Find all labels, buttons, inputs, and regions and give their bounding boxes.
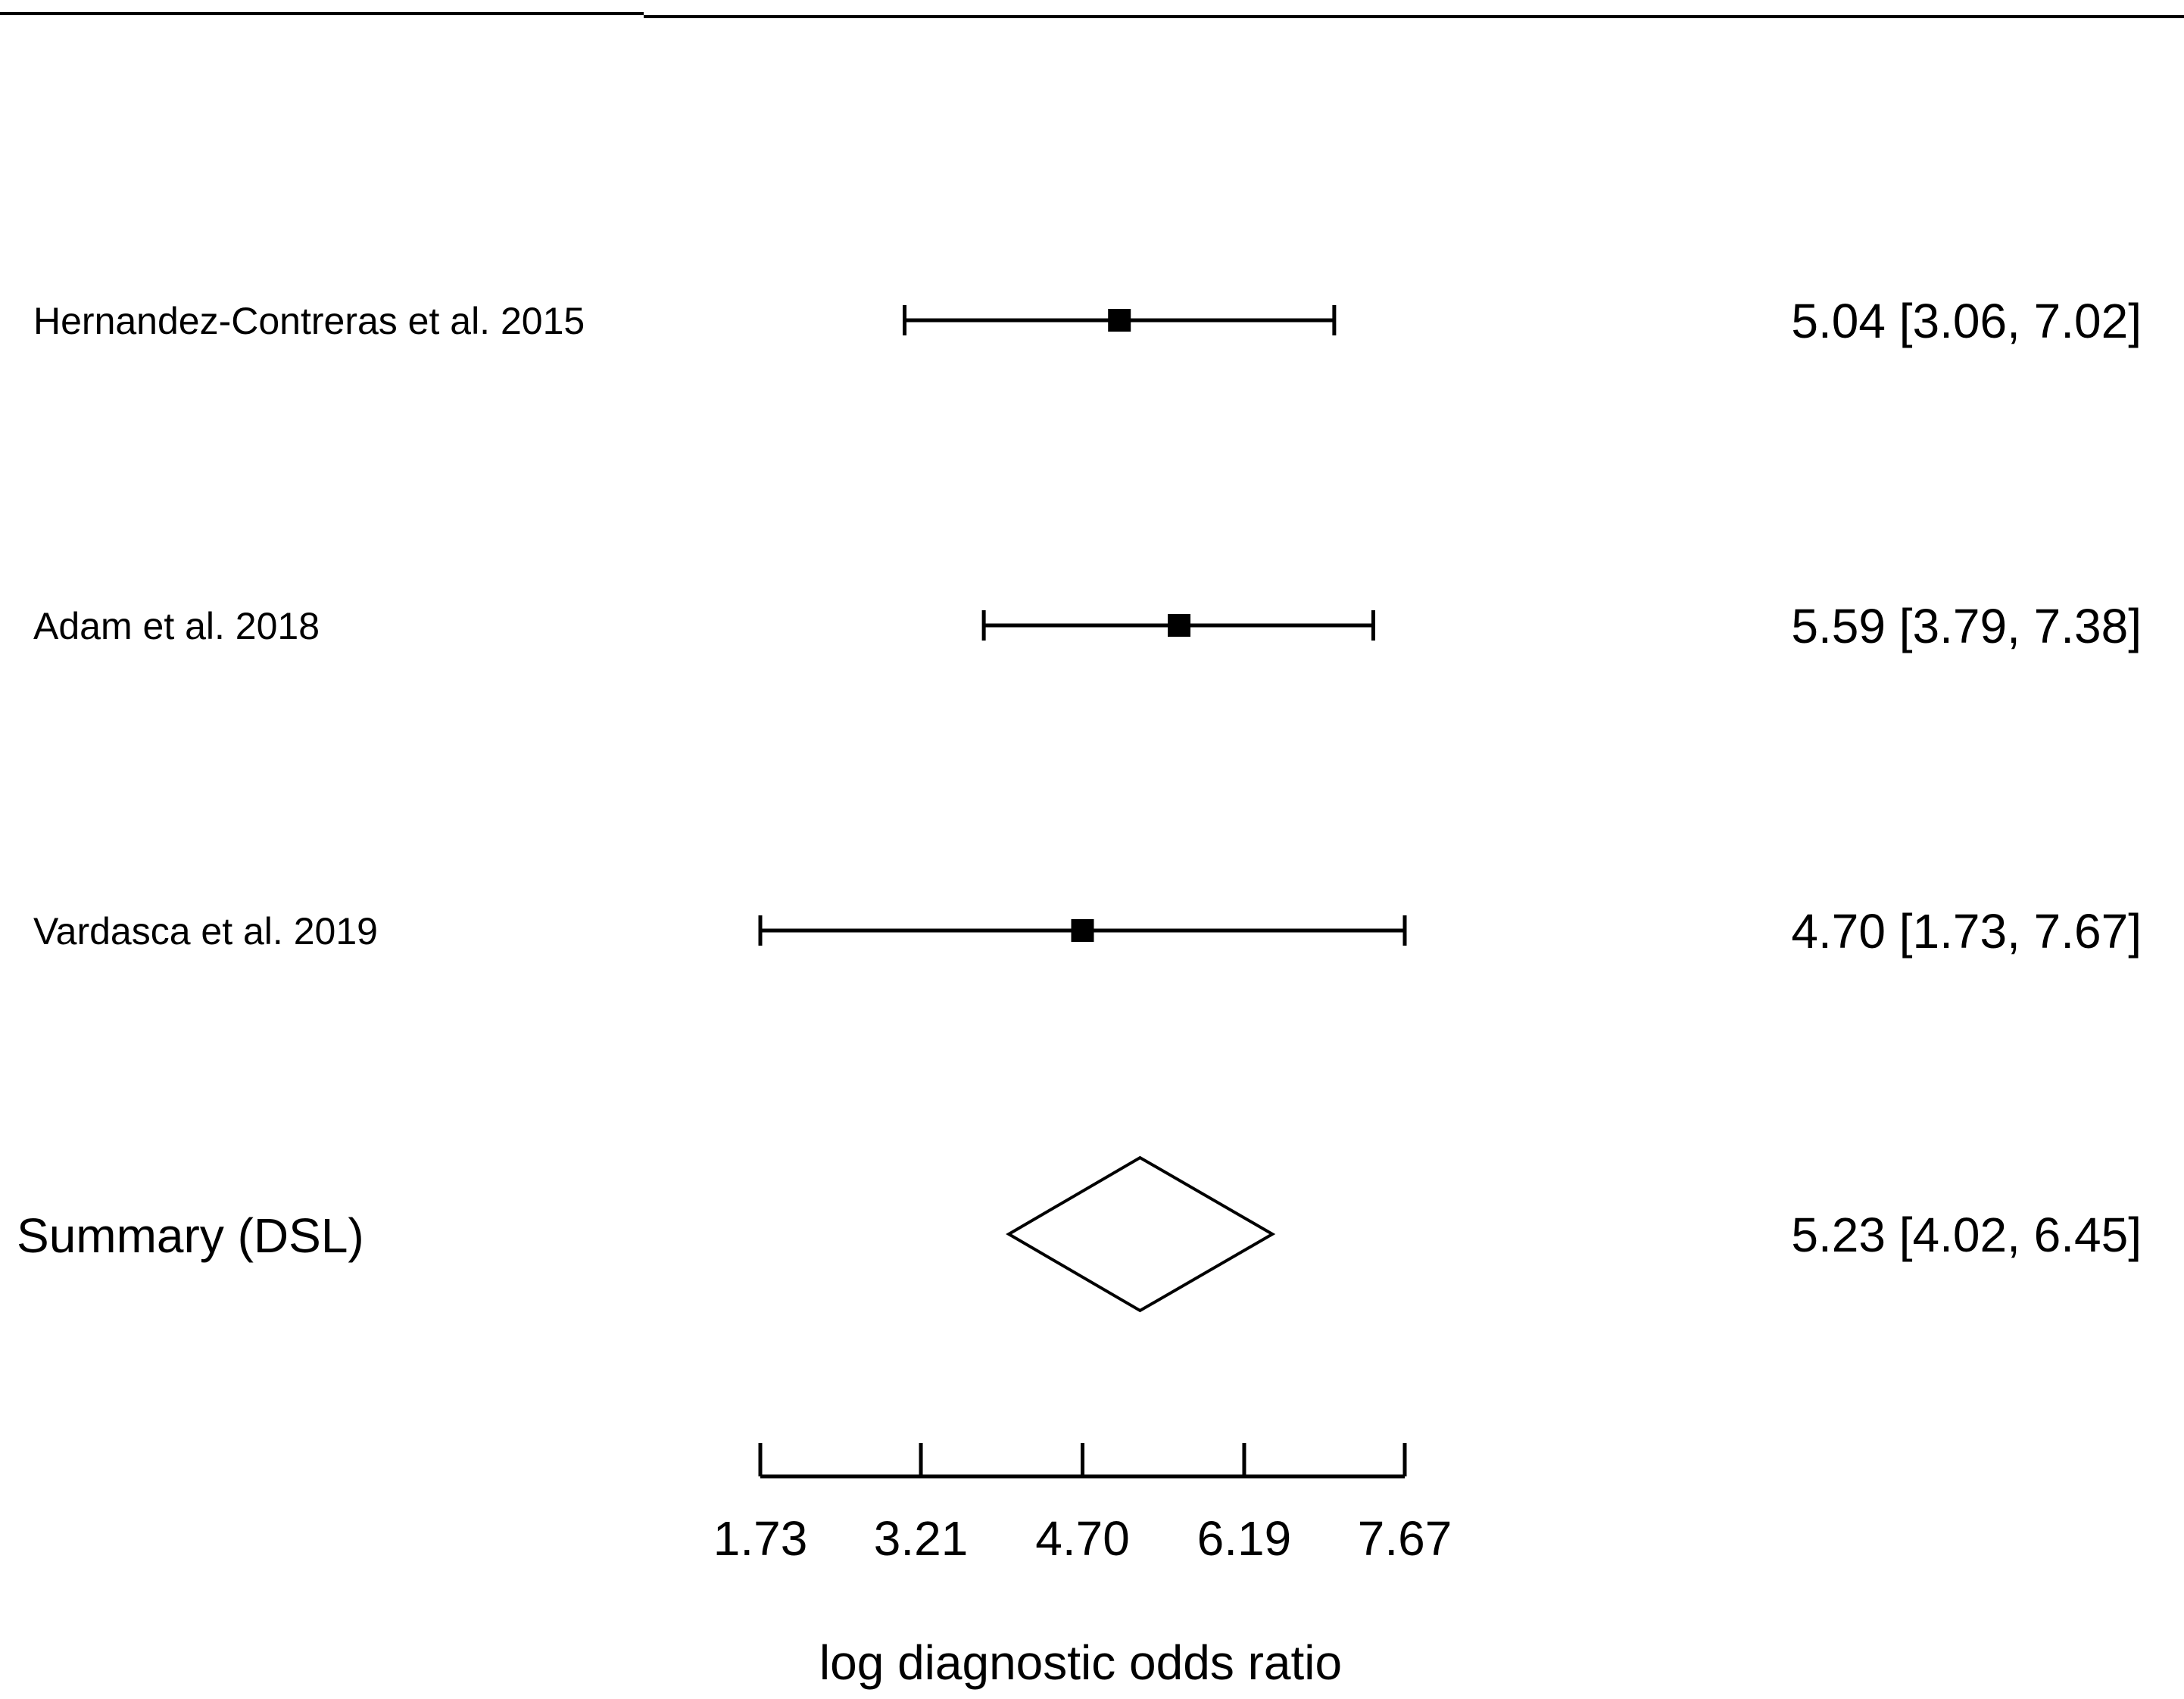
x-tick-label: 4.70 bbox=[1035, 1511, 1130, 1566]
study-row: Adam et al. 2018 5.59 [3.79, 7.38] bbox=[33, 599, 2142, 653]
x-tick-label: 3.21 bbox=[874, 1511, 969, 1566]
x-tick-label: 7.67 bbox=[1358, 1511, 1452, 1566]
point-estimate bbox=[1108, 309, 1131, 332]
summary-label: Summary (DSL) bbox=[17, 1208, 364, 1263]
effect-text: 4.70 [1.73, 7.67] bbox=[1791, 904, 2142, 959]
x-tick-label: 1.73 bbox=[713, 1511, 808, 1566]
point-estimate bbox=[1168, 614, 1191, 637]
x-tick-label: 6.19 bbox=[1197, 1511, 1292, 1566]
study-label: Adam et al. 2018 bbox=[33, 605, 320, 647]
effect-text: 5.04 [3.06, 7.02] bbox=[1791, 294, 2142, 348]
study-label: Hernandez-Contreras et al. 2015 bbox=[33, 300, 585, 342]
x-axis: 1.73 3.21 4.70 6.19 7.67 bbox=[713, 1443, 1452, 1566]
summary-row: Summary (DSL) 5.23 [4.02, 6.45] bbox=[17, 1155, 2142, 1313]
x-axis-title: log diagnostic odds ratio bbox=[819, 1635, 1342, 1690]
summary-effect-text: 5.23 [4.02, 6.45] bbox=[1791, 1208, 2142, 1262]
effect-text: 5.59 [3.79, 7.38] bbox=[1791, 599, 2142, 653]
summary-diamond bbox=[1006, 1155, 1276, 1313]
study-rows: Hernandez-Contreras et al. 2015 5.04 [3.0… bbox=[33, 294, 2142, 959]
study-row: Hernandez-Contreras et al. 2015 5.04 [3.0… bbox=[33, 294, 2142, 348]
study-label: Vardasca et al. 2019 bbox=[33, 910, 378, 952]
point-estimate bbox=[1071, 919, 1094, 942]
study-row: Vardasca et al. 2019 4.70 [1.73, 7.67] bbox=[33, 904, 2142, 959]
